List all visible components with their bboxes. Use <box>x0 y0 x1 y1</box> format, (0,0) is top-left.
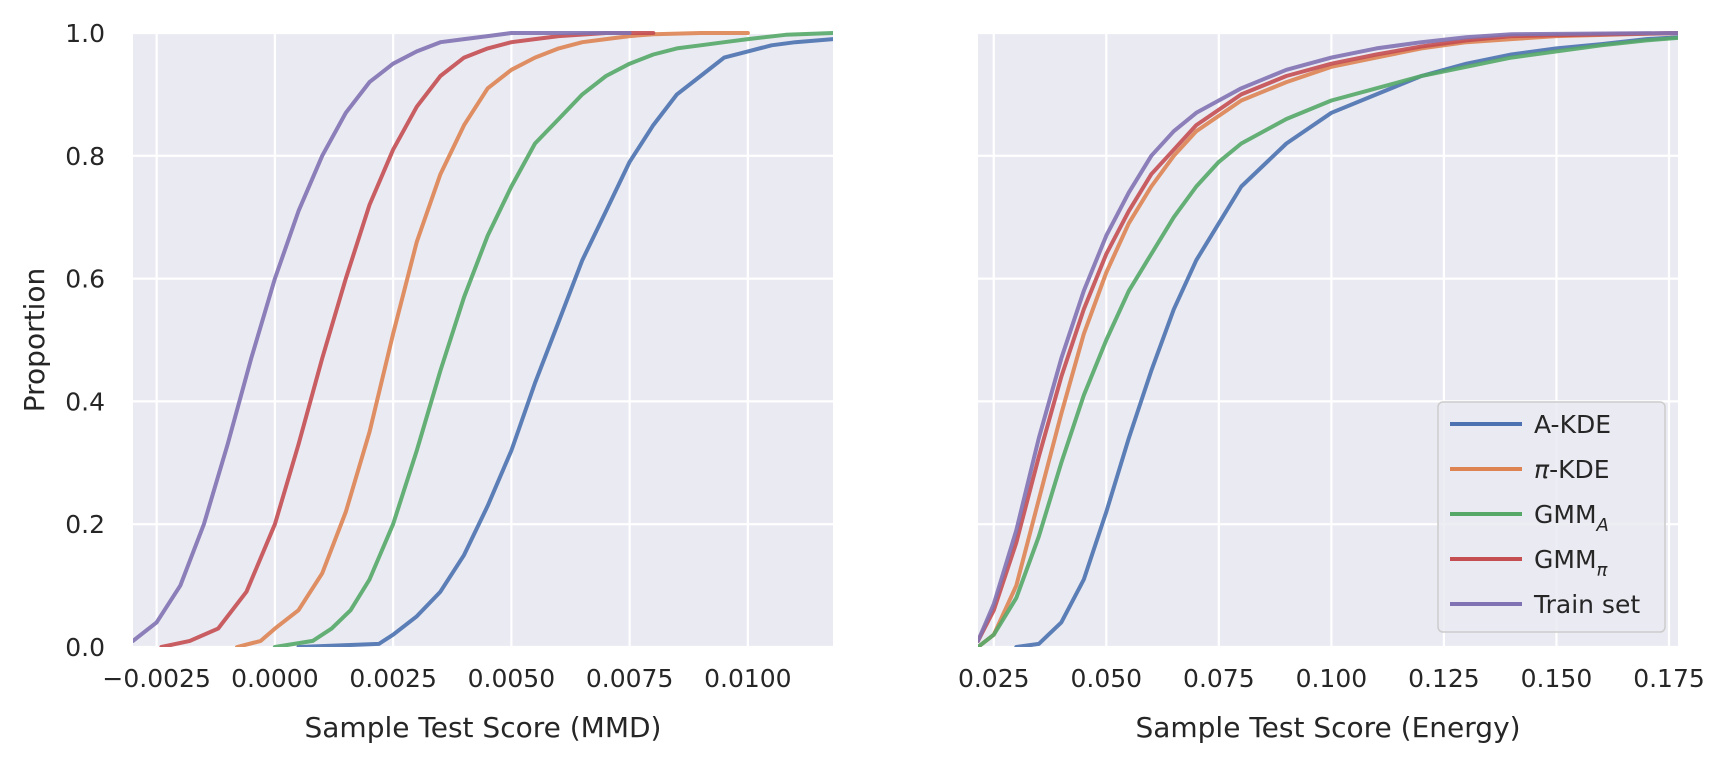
legend-label-prefix: π <box>1534 455 1550 484</box>
x-tick-label: −0.0025 <box>102 664 210 693</box>
legend-label: GMMA <box>1534 500 1609 536</box>
x-tick-label: 0.125 <box>1408 664 1480 693</box>
mmd-plot-area <box>133 33 833 647</box>
series-line-train-set <box>978 31 1678 643</box>
y-tick-label: 1.0 <box>65 19 105 48</box>
series-line-gmm-a <box>272 31 833 647</box>
mmd-axes: 0.0 0.2 0.4 0.6 0.8 1.0 −0.0025 0.0000 0.0025 0.… <box>18 19 833 744</box>
series-line-train-set <box>133 31 632 643</box>
y-axis-label: Proportion <box>18 268 51 412</box>
x-tick-label: 0.025 <box>958 664 1030 693</box>
legend-label-base: GMM <box>1534 545 1597 574</box>
mmd-x-axis-label: Sample Test Score (MMD) <box>305 711 662 744</box>
y-tick-label: 0.2 <box>65 510 105 539</box>
x-tick-label: 0.075 <box>1183 664 1255 693</box>
legend-label: π-KDE <box>1534 455 1610 484</box>
series-line-a-kde <box>1014 35 1678 647</box>
x-tick-label: 0.0025 <box>349 664 436 693</box>
x-tick-label: 0.050 <box>1071 664 1143 693</box>
energy-series <box>978 31 1678 647</box>
x-tick-label: 0.0050 <box>468 664 555 693</box>
x-tick-label: 0.0100 <box>704 664 791 693</box>
y-tick-label: 0.0 <box>65 633 105 662</box>
energy-x-ticks: 0.025 0.050 0.075 0.100 0.125 0.150 0.175 <box>958 664 1705 693</box>
legend-label-subscript: A <box>1596 515 1609 536</box>
legend-label: A-KDE <box>1534 410 1611 439</box>
series-line-gmm- <box>978 31 1678 643</box>
mmd-series <box>133 31 833 647</box>
series-line-gmm-a <box>978 35 1678 647</box>
series-line-a-kde <box>296 37 833 647</box>
energy-x-axis-label: Sample Test Score (Energy) <box>1135 711 1520 744</box>
energy-axes: 0.025 0.050 0.075 0.100 0.125 0.150 0.175 Samp… <box>958 31 1705 744</box>
x-tick-label: 0.100 <box>1296 664 1368 693</box>
legend-label-base: GMM <box>1534 500 1597 529</box>
series-line--kde <box>235 31 750 647</box>
mmd-y-ticks: 0.0 0.2 0.4 0.6 0.8 1.0 <box>65 19 105 662</box>
x-tick-label: 0.150 <box>1521 664 1593 693</box>
mmd-grid <box>133 31 833 649</box>
legend-label-base: A-KDE <box>1534 410 1611 439</box>
legend-label-base: -KDE <box>1549 455 1609 484</box>
mmd-x-ticks: −0.0025 0.0000 0.0025 0.0050 0.0075 0.0100 <box>102 664 791 693</box>
y-tick-label: 0.6 <box>65 265 105 294</box>
legend-label: Train set <box>1533 590 1640 619</box>
x-tick-label: 0.175 <box>1633 664 1705 693</box>
legend-label-base: Train set <box>1533 590 1640 619</box>
series-line-gmm- <box>159 31 656 647</box>
x-tick-label: 0.0000 <box>231 664 318 693</box>
y-tick-label: 0.8 <box>65 142 105 171</box>
legend-label-subscript: π <box>1597 560 1609 581</box>
x-tick-label: 0.0075 <box>586 664 673 693</box>
legend-label: GMMπ <box>1534 545 1609 581</box>
legend-box <box>1437 401 1666 633</box>
y-tick-label: 0.4 <box>65 387 105 416</box>
